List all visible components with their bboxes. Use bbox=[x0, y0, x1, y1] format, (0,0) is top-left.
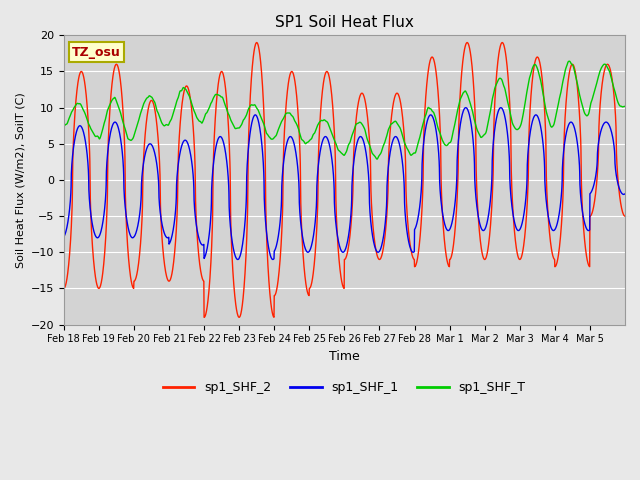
sp1_SHF_1 bbox=[621, 191, 628, 197]
sp1_SHF_2 bbox=[514, 252, 522, 258]
sp1_SHF_T bbox=[513, 127, 521, 132]
sp1_SHF_T bbox=[565, 58, 573, 64]
sp1_SHF_2 bbox=[116, 73, 124, 79]
sp1_SHF_1 bbox=[613, 178, 621, 183]
Legend: sp1_SHF_2, sp1_SHF_1, sp1_SHF_T: sp1_SHF_2, sp1_SHF_1, sp1_SHF_T bbox=[158, 376, 531, 399]
Text: TZ_osu: TZ_osu bbox=[72, 46, 121, 59]
sp1_SHF_T bbox=[613, 97, 621, 103]
sp1_SHF_1 bbox=[378, 240, 386, 246]
sp1_SHF_1 bbox=[545, 218, 553, 224]
sp1_SHF_2 bbox=[60, 286, 68, 291]
sp1_SHF_T bbox=[378, 146, 386, 152]
sp1_SHF_T bbox=[116, 108, 124, 113]
sp1_SHF_1 bbox=[514, 228, 522, 233]
sp1_SHF_2 bbox=[200, 314, 208, 320]
X-axis label: Time: Time bbox=[329, 350, 360, 363]
sp1_SHF_T bbox=[545, 118, 553, 124]
sp1_SHF_2 bbox=[237, 310, 245, 315]
Line: sp1_SHF_2: sp1_SHF_2 bbox=[64, 43, 625, 317]
sp1_SHF_1 bbox=[462, 105, 470, 110]
sp1_SHF_T bbox=[621, 104, 628, 109]
sp1_SHF_2 bbox=[253, 40, 260, 46]
sp1_SHF_T bbox=[60, 123, 68, 129]
sp1_SHF_2 bbox=[621, 213, 628, 219]
Line: sp1_SHF_T: sp1_SHF_T bbox=[64, 61, 625, 159]
sp1_SHF_2 bbox=[545, 227, 553, 233]
sp1_SHF_2 bbox=[378, 250, 386, 256]
sp1_SHF_1 bbox=[60, 234, 68, 240]
sp1_SHF_T bbox=[373, 156, 381, 162]
sp1_SHF_2 bbox=[613, 166, 621, 172]
sp1_SHF_1 bbox=[237, 249, 245, 255]
sp1_SHF_1 bbox=[234, 257, 241, 263]
sp1_SHF_1 bbox=[116, 132, 124, 137]
Line: sp1_SHF_1: sp1_SHF_1 bbox=[64, 108, 625, 260]
Y-axis label: Soil Heat Flux (W/m2), SoilT (C): Soil Heat Flux (W/m2), SoilT (C) bbox=[15, 92, 25, 268]
Title: SP1 Soil Heat Flux: SP1 Soil Heat Flux bbox=[275, 15, 414, 30]
sp1_SHF_T bbox=[237, 123, 244, 129]
